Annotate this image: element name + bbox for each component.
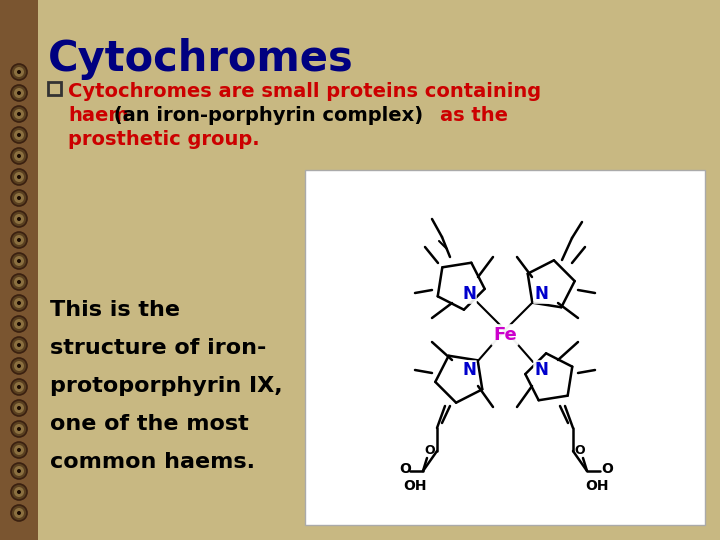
- Circle shape: [17, 511, 21, 515]
- Circle shape: [17, 259, 21, 263]
- Circle shape: [11, 400, 27, 416]
- Text: OH: OH: [403, 479, 427, 493]
- Circle shape: [17, 322, 21, 326]
- Circle shape: [14, 130, 24, 140]
- Circle shape: [11, 64, 27, 80]
- Text: Cytochromes: Cytochromes: [48, 38, 354, 80]
- Circle shape: [14, 508, 24, 518]
- Circle shape: [11, 358, 27, 374]
- Circle shape: [17, 469, 21, 473]
- Bar: [305, 170, 705, 525]
- Circle shape: [14, 466, 24, 476]
- Circle shape: [11, 484, 27, 500]
- Circle shape: [17, 133, 21, 137]
- Text: O: O: [399, 462, 411, 476]
- Circle shape: [17, 175, 21, 179]
- Circle shape: [14, 340, 24, 350]
- Circle shape: [14, 109, 24, 119]
- Circle shape: [17, 91, 21, 95]
- Circle shape: [11, 442, 27, 458]
- Text: structure of iron-: structure of iron-: [50, 338, 266, 358]
- Circle shape: [17, 301, 21, 305]
- Text: common haems.: common haems.: [50, 452, 255, 472]
- Circle shape: [17, 238, 21, 242]
- Circle shape: [14, 487, 24, 497]
- Circle shape: [14, 445, 24, 455]
- Circle shape: [14, 277, 24, 287]
- Circle shape: [17, 490, 21, 494]
- Circle shape: [11, 127, 27, 143]
- Circle shape: [14, 424, 24, 434]
- Text: N: N: [462, 361, 476, 379]
- Circle shape: [14, 214, 24, 224]
- Text: Fe: Fe: [493, 326, 517, 344]
- Circle shape: [14, 235, 24, 245]
- Text: This is the: This is the: [50, 300, 180, 320]
- Circle shape: [14, 361, 24, 371]
- Circle shape: [14, 193, 24, 203]
- Circle shape: [14, 403, 24, 413]
- Text: N: N: [534, 285, 548, 303]
- Text: (an iron-porphyrin complex): (an iron-porphyrin complex): [107, 106, 430, 125]
- Circle shape: [17, 112, 21, 116]
- Circle shape: [11, 316, 27, 332]
- Text: N: N: [462, 285, 476, 303]
- Circle shape: [11, 505, 27, 521]
- Circle shape: [14, 151, 24, 161]
- Text: one of the most: one of the most: [50, 414, 248, 434]
- Text: O: O: [575, 444, 585, 457]
- Circle shape: [17, 280, 21, 284]
- Circle shape: [11, 295, 27, 311]
- Circle shape: [17, 406, 21, 410]
- Text: haem: haem: [68, 106, 129, 125]
- Circle shape: [17, 343, 21, 347]
- Circle shape: [11, 232, 27, 248]
- Circle shape: [17, 217, 21, 221]
- Circle shape: [11, 106, 27, 122]
- Circle shape: [17, 70, 21, 74]
- Circle shape: [14, 172, 24, 182]
- Circle shape: [14, 67, 24, 77]
- Circle shape: [11, 463, 27, 479]
- Circle shape: [11, 421, 27, 437]
- Circle shape: [11, 211, 27, 227]
- Text: Cytochromes are small proteins containing: Cytochromes are small proteins containin…: [68, 82, 541, 101]
- Circle shape: [11, 253, 27, 269]
- Circle shape: [17, 448, 21, 452]
- Circle shape: [17, 364, 21, 368]
- Circle shape: [14, 319, 24, 329]
- Circle shape: [17, 196, 21, 200]
- Circle shape: [11, 85, 27, 101]
- Text: N: N: [534, 361, 548, 379]
- Circle shape: [11, 379, 27, 395]
- Circle shape: [11, 169, 27, 185]
- Text: as the: as the: [440, 106, 508, 125]
- Text: protoporphyrin IX,: protoporphyrin IX,: [50, 376, 283, 396]
- Circle shape: [11, 148, 27, 164]
- Bar: [48, 82, 61, 95]
- Circle shape: [11, 337, 27, 353]
- Bar: [0, 0, 38, 540]
- Circle shape: [14, 382, 24, 392]
- Circle shape: [14, 298, 24, 308]
- Circle shape: [17, 154, 21, 158]
- Text: O: O: [425, 444, 436, 457]
- Circle shape: [17, 385, 21, 389]
- Circle shape: [14, 256, 24, 266]
- Circle shape: [14, 88, 24, 98]
- Text: OH: OH: [585, 479, 608, 493]
- Circle shape: [11, 190, 27, 206]
- Circle shape: [17, 427, 21, 431]
- Text: prosthetic group.: prosthetic group.: [68, 130, 260, 149]
- Text: O: O: [601, 462, 613, 476]
- Circle shape: [11, 274, 27, 290]
